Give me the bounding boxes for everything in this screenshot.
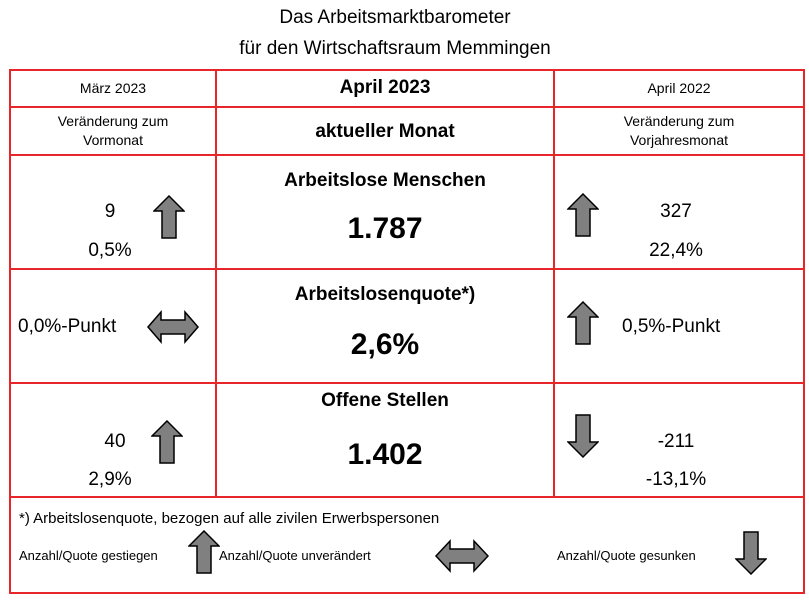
row-rate-prev-month-text: 0,0%-Punkt bbox=[18, 316, 117, 337]
header-change-prev-year: Veränderung zum Vorjahresmonat bbox=[623, 113, 735, 148]
legend-down-label: Anzahl/Quote gesunken bbox=[557, 548, 696, 563]
row-unemployed-prev-month-pct: 0,5% bbox=[88, 240, 132, 261]
double-arrow-icon bbox=[147, 310, 199, 344]
title-line-1: Das Arbeitsmarktbarometer bbox=[279, 7, 511, 28]
down-arrow-icon bbox=[567, 414, 599, 458]
up-arrow-icon bbox=[153, 195, 185, 239]
row-unemployed-prev-month-count: 9 bbox=[104, 201, 116, 222]
row-vacancies-prev-month-count: 40 bbox=[104, 431, 126, 452]
row-unemployed-label: Arbeitslose Menschen bbox=[284, 170, 486, 191]
row-unemployed-prev-year-count: 327 bbox=[660, 201, 692, 222]
legend-down-arrow-icon bbox=[735, 531, 767, 575]
row-vacancies-value: 1.402 bbox=[347, 438, 423, 471]
up-arrow-icon bbox=[567, 301, 599, 345]
legend-up-arrow-icon bbox=[188, 530, 220, 574]
row-rate-label: Arbeitslosenquote*) bbox=[294, 284, 476, 305]
title-line-2: für den Wirtschaftsraum Memmingen bbox=[239, 38, 551, 59]
row-rate-value: 2,6% bbox=[350, 328, 420, 361]
row-unemployed-prev-year-pct: 22,4% bbox=[649, 240, 703, 261]
row-vacancies-label: Offene Stellen bbox=[321, 390, 449, 411]
header-prev-year: April 2022 bbox=[647, 80, 711, 96]
footnote: *) Arbeitslosenquote, bezogen auf alle z… bbox=[19, 510, 440, 527]
up-arrow-icon bbox=[151, 420, 183, 464]
header-current-label: aktueller Monat bbox=[315, 121, 455, 142]
header-prev-month: März 2023 bbox=[79, 80, 147, 96]
legend-unchanged-label: Anzahl/Quote unverändert bbox=[219, 548, 371, 563]
header-current-month: April 2023 bbox=[339, 77, 431, 98]
row-vacancies-prev-year-pct: -13,1% bbox=[645, 469, 707, 490]
header-change-prev-month: Veränderung zum Vormonat bbox=[57, 113, 169, 148]
row-vacancies-prev-year-count: -211 bbox=[657, 431, 695, 452]
legend-double-arrow-icon bbox=[435, 539, 489, 573]
up-arrow-icon bbox=[567, 193, 599, 237]
legend-up-label: Anzahl/Quote gestiegen bbox=[19, 548, 158, 563]
row-unemployed-value: 1.787 bbox=[347, 212, 423, 245]
row-vacancies-prev-month-pct: 2,9% bbox=[88, 469, 132, 490]
row-rate-prev-year-text: 0,5%-Punkt bbox=[622, 316, 721, 337]
